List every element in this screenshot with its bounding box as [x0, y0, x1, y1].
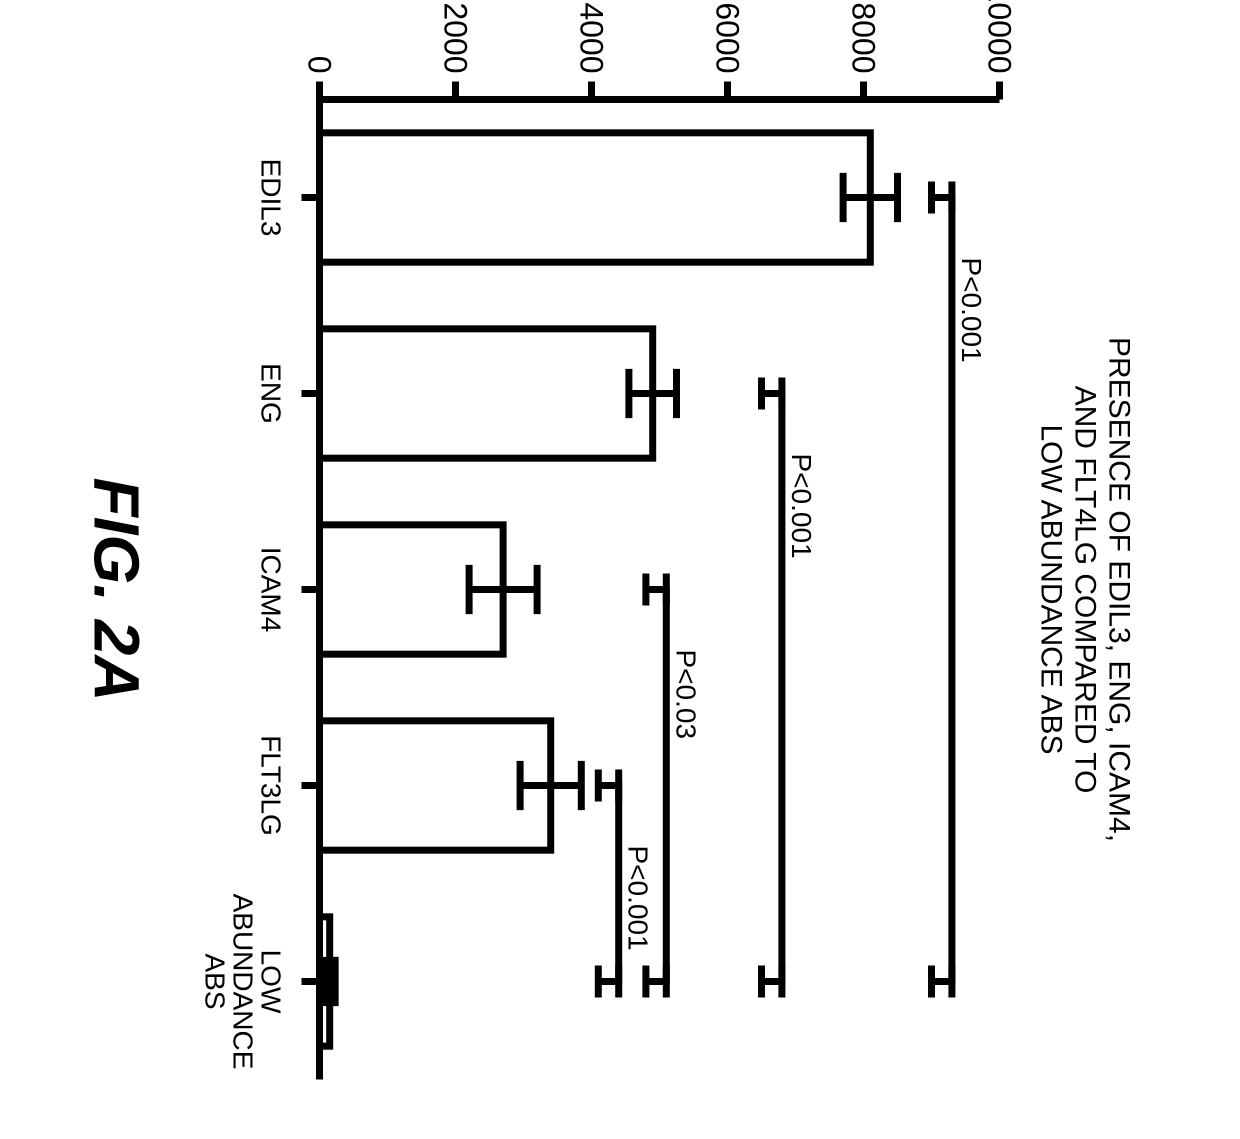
- sig-bracket-1: [762, 394, 782, 982]
- category-label-0-0: EDIL3: [256, 159, 287, 237]
- y-tick-label: 2000: [438, 2, 474, 73]
- bar-0: [320, 133, 871, 262]
- bar-3: [320, 721, 551, 850]
- category-label-4-0: LOW: [256, 950, 287, 1014]
- category-label-3-0: FLT3LG: [256, 735, 287, 836]
- p-value-0: P<0.001: [956, 258, 987, 363]
- bar-1: [320, 329, 653, 458]
- sig-bracket-0: [932, 198, 952, 982]
- figure-stage: PRESENCE OF EDIL3, ENG, ICAM4,AND FLT4LG…: [0, 0, 1240, 1139]
- chart-title-line-2: LOW ABUNDANCE ABS: [1035, 424, 1068, 754]
- chart-svg: PRESENCE OF EDIL3, ENG, ICAM4,AND FLT4LG…: [0, 0, 1240, 1139]
- y-tick-label: 4000: [574, 2, 610, 73]
- y-tick-label: 8000: [846, 2, 882, 73]
- category-label-4-1: ABUNDANCE: [228, 894, 259, 1070]
- category-label-4-2: ABS: [200, 953, 231, 1009]
- category-label-1-0: ENG: [256, 363, 287, 424]
- chart-title-line-0: PRESENCE OF EDIL3, ENG, ICAM4,: [1103, 337, 1136, 842]
- p-value-2: P<0.03: [670, 650, 701, 740]
- chart-title-line-1: AND FLT4LG COMPARED TO: [1069, 386, 1102, 794]
- y-tick-label: 6000: [710, 2, 746, 73]
- category-label-2-0: ICAM4: [256, 547, 287, 633]
- figure-label: FIG. 2A: [81, 477, 153, 701]
- y-tick-label: 0: [302, 56, 338, 74]
- y-tick-label: 10000: [982, 0, 1018, 74]
- p-value-1: P<0.001: [786, 454, 817, 559]
- y-axis-label: RFU: [627, 0, 693, 2]
- p-value-3: P<0.001: [623, 846, 654, 951]
- sig-bracket-3: [598, 786, 618, 982]
